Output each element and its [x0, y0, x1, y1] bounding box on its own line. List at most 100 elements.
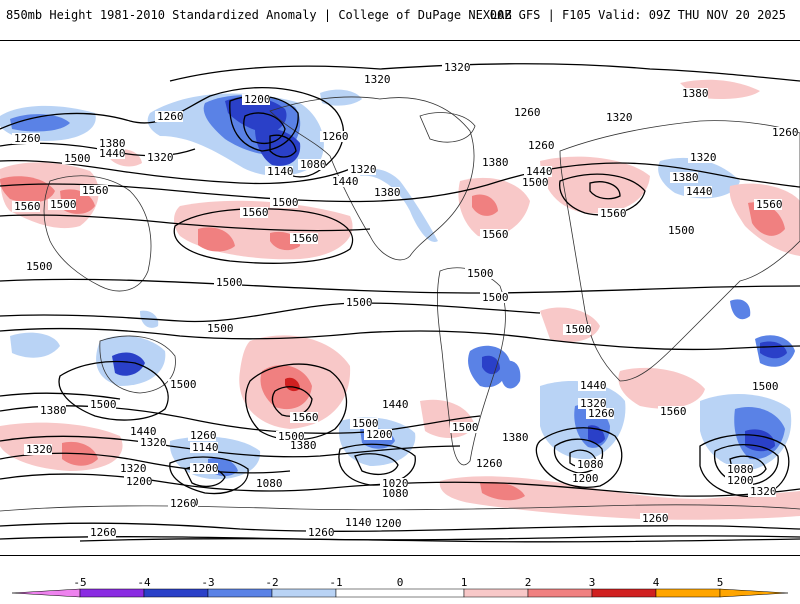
- contour-label: 1440: [99, 147, 126, 160]
- contour-label: 1500: [272, 196, 299, 209]
- colorbar-segment: [11, 588, 81, 598]
- colorbar-tick: 0: [396, 576, 404, 589]
- contour-label: 1500: [522, 176, 549, 189]
- colorbar-segment: [719, 588, 789, 598]
- contour-label: 1200: [244, 93, 271, 106]
- colorbar-tick: 2: [524, 576, 532, 589]
- contour-label: 1320: [140, 436, 167, 449]
- contour-label: 1320: [147, 151, 174, 164]
- contour-label: 1200: [375, 517, 402, 530]
- contour-label: 1440: [580, 379, 607, 392]
- contour-label: 1020: [382, 477, 409, 490]
- contour-label: 1500: [452, 421, 479, 434]
- contour-label: 1380: [482, 156, 509, 169]
- contour-label: 1260: [528, 139, 555, 152]
- contour-label: 1560: [660, 405, 687, 418]
- contour-label: 1500: [278, 430, 305, 443]
- contour-label: 1260: [190, 429, 217, 442]
- colorbar-scale: [11, 588, 789, 598]
- contour-label: 1260: [157, 110, 184, 123]
- colorbar-tick: 5: [716, 576, 724, 589]
- contour-label: 1200: [572, 472, 599, 485]
- contour-label: 1380: [682, 87, 709, 100]
- colorbar: -5 -4 -3 -2 -1 0 1 2 3 4 5: [0, 568, 800, 600]
- contour-label: 1500: [565, 323, 592, 336]
- contour-label: 1500: [216, 276, 243, 289]
- contour-label: 1500: [207, 322, 234, 335]
- contour-label: 1320: [606, 111, 633, 124]
- colorbar-segment: [591, 588, 657, 598]
- contour-label: 1500: [346, 296, 373, 309]
- contour-label: 1500: [50, 198, 77, 211]
- contour-label: 1440: [382, 398, 409, 411]
- contour-label: 1140: [192, 441, 219, 454]
- run-info: 00Z GFS | F105 Valid: 09Z THU NOV 20 202…: [489, 8, 786, 22]
- contour-label: 1500: [64, 152, 91, 165]
- anomaly-map: 1320 1320 1380 1320 1200 1260 1260 1380 …: [0, 61, 800, 543]
- colorbar-tick: 1: [460, 576, 468, 589]
- contour-label: 1560: [292, 411, 319, 424]
- contour-label: 1320: [444, 61, 471, 74]
- contour-label: 1560: [482, 228, 509, 241]
- contour-label: 1200: [126, 475, 153, 488]
- contour-label: 1080: [382, 487, 409, 500]
- contour-label: 1320: [26, 443, 53, 456]
- contour-label: 1140: [267, 165, 294, 178]
- colorbar-tick: 4: [652, 576, 660, 589]
- colorbar-segment: [271, 588, 337, 598]
- contour-label: 1500: [668, 224, 695, 237]
- contour-label: 1380: [374, 186, 401, 199]
- contour-label: 1560: [756, 198, 783, 211]
- contour-label: 1140: [345, 516, 372, 529]
- colorbar-tick: 3: [588, 576, 596, 589]
- contour-label: 1320: [120, 462, 147, 475]
- contour-label: 1260: [772, 126, 799, 139]
- contour-label: 1500: [352, 417, 379, 430]
- contour-label: 1320: [350, 163, 377, 176]
- coastlines: [0, 96, 800, 512]
- map-panel[interactable]: 1320 1320 1380 1320 1200 1260 1260 1380 …: [0, 40, 800, 556]
- contour-label: 1440: [526, 165, 553, 178]
- contour-label: 1380: [502, 431, 529, 444]
- colorbar-segment: [527, 588, 593, 598]
- contour-label: 1380: [40, 404, 67, 417]
- contour-label: 1500: [170, 378, 197, 391]
- colorbar-tick: -2: [265, 576, 279, 589]
- contour-label: 1260: [514, 106, 541, 119]
- contour-label: 1200: [727, 474, 754, 487]
- contour-label: 1560: [600, 207, 627, 220]
- contour-label: 1080: [300, 158, 327, 171]
- contour-label: 1080: [727, 463, 754, 476]
- contour-labels: 1320 1320 1380 1320 1200 1260 1260 1380 …: [12, 61, 799, 539]
- contour-label: 1440: [332, 175, 359, 188]
- colorbar-tick: -5: [73, 576, 87, 589]
- colorbar-segment: [335, 588, 465, 598]
- colorbar-segment: [463, 588, 529, 598]
- contour-label: 1380: [672, 171, 699, 184]
- contour-label: 1560: [14, 200, 41, 213]
- contour-label: 1200: [192, 462, 219, 475]
- contour-label: 1500: [467, 267, 494, 280]
- contour-label: 1200: [366, 428, 393, 441]
- colorbar-segment: [655, 588, 721, 598]
- contour-label: 1320: [750, 485, 777, 498]
- contour-label: 1440: [686, 185, 713, 198]
- contour-label: 1260: [588, 407, 615, 420]
- contour-label: 1380: [290, 439, 317, 452]
- contour-label: 1080: [577, 458, 604, 471]
- contour-label: 1500: [26, 260, 53, 273]
- contour-label: 1260: [170, 497, 197, 510]
- colorbar-segment: [79, 588, 145, 598]
- colorbar-tick: -4: [137, 576, 151, 589]
- contour-label: 1260: [308, 526, 335, 539]
- contour-label: 1320: [364, 73, 391, 86]
- contour-label: 1380: [99, 137, 126, 150]
- contour-label: 1500: [482, 291, 509, 304]
- contour-label: 1260: [322, 130, 349, 143]
- contour-label: 1500: [90, 398, 117, 411]
- colorbar-tick: -3: [201, 576, 215, 589]
- colorbar-segment: [143, 588, 209, 598]
- contour-label: 1260: [642, 512, 669, 525]
- map-title: 850mb Height 1981-2010 Standardized Anom…: [6, 8, 512, 22]
- contour-label: 1500: [752, 380, 779, 393]
